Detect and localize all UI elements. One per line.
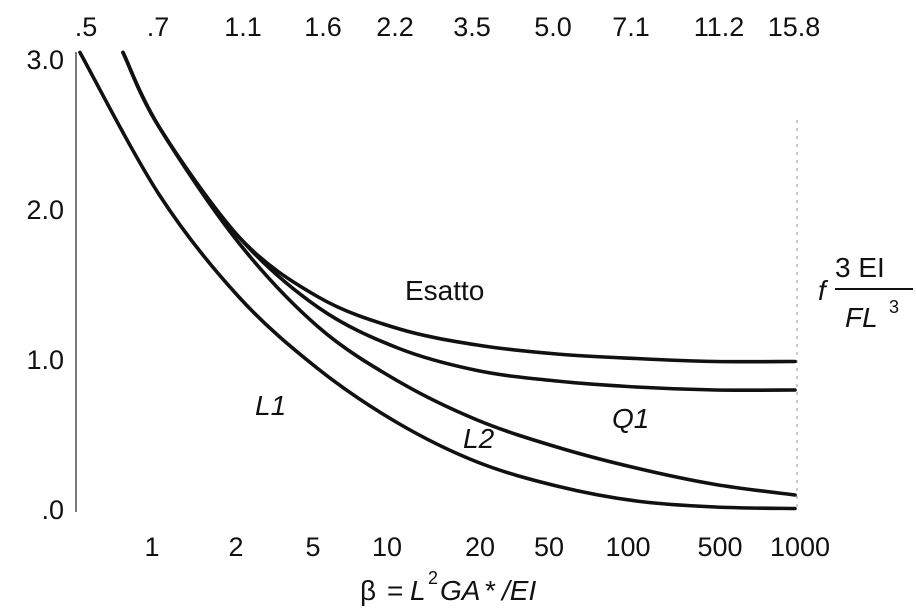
bottom-tick-label: 2 [228,532,243,562]
series-lines [78,50,797,511]
bottom-tick-label: 1000 [770,532,830,562]
bottom-tick-label: 1 [144,532,159,562]
x-label-L: L [410,575,426,606]
x-label-exponent: 2 [428,568,438,588]
axes [75,52,798,512]
y-tick-label: .0 [41,495,64,525]
x-label-GA: GA [440,575,480,606]
y-label-numerator: 3 EI [835,252,885,283]
series-label-l2: L2 [463,423,495,454]
bottom-tick-label: 5 [305,532,320,562]
top-tick-label: 2.2 [376,12,414,42]
x-label-beta: β [360,575,376,606]
y-axis-label: f 3 EI FL 3 [818,252,913,333]
y-tick-label: 2.0 [26,195,64,225]
series-line-l1 [78,50,797,511]
top-tick-label: 7.1 [612,12,650,42]
top-tick-label: .7 [147,12,170,42]
bottom-tick-label: 50 [534,532,564,562]
top-tick-label: 3.5 [453,12,491,42]
bottom-tick-labels: 1 2 5 10 20 50 100 500 1000 [144,532,830,562]
series-line-esatto [121,50,797,364]
y-label-denominator: FL [845,302,878,333]
bottom-tick-label: 10 [372,532,402,562]
bottom-tick-label: 500 [697,532,742,562]
series-label-esatto: Esatto [405,275,484,306]
x-axis-label: β = L 2 GA * /EI [360,568,536,606]
x-label-denominator: /EI [500,575,536,606]
top-tick-label: .5 [75,12,98,42]
x-label-star: * [485,575,496,606]
bottom-tick-label: 20 [465,532,495,562]
y-tick-labels: 3.0 2.0 1.0 .0 [26,45,64,525]
y-tick-label: 3.0 [26,45,64,75]
series-label-q1: Q1 [612,403,649,434]
series-line-l2 [121,50,797,497]
x-label-equals: = [387,575,403,606]
top-tick-label: 15.8 [768,12,821,42]
top-tick-label: 1.1 [224,12,262,42]
bottom-tick-label: 100 [605,532,650,562]
top-tick-labels: .5 .7 1.1 1.6 2.2 3.5 5.0 7.1 11.2 15.8 [75,12,821,42]
y-label-denominator-exponent: 3 [889,297,899,317]
top-tick-label: 5.0 [534,12,572,42]
series-label-l1: L1 [255,390,286,421]
top-tick-label: 11.2 [694,12,745,42]
top-tick-label: 1.6 [304,12,342,42]
series-labels: Esatto Q1 L2 L1 [255,275,649,454]
y-label-f: f [818,275,829,306]
y-tick-label: 1.0 [26,345,64,375]
